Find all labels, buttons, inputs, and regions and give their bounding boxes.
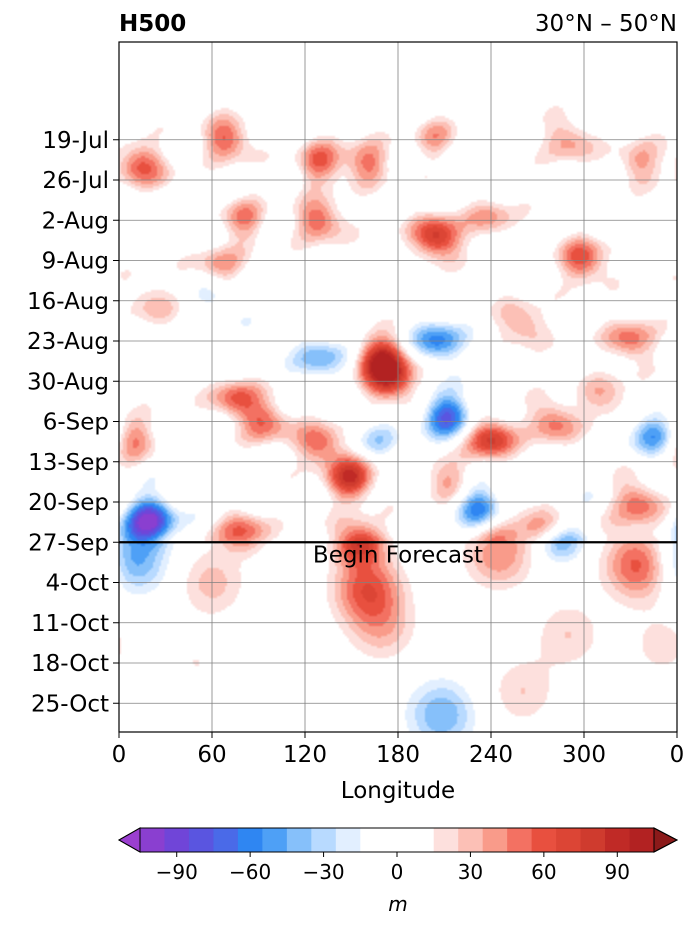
colorbar-swatch: [311, 828, 337, 852]
colorbar-swatch: [433, 828, 459, 852]
chart-subtitle: 30°N – 50°N: [535, 11, 677, 37]
y-tick-label: 11-Oct: [31, 611, 109, 637]
y-tick-label: 4-Oct: [46, 571, 109, 597]
y-tick-label: 2-Aug: [42, 208, 109, 234]
colorbar-tick-label: −30: [302, 860, 344, 884]
colorbar-swatch: [360, 828, 435, 852]
colorbar-tick-label: −60: [229, 860, 271, 884]
colorbar-tick-label: −90: [156, 860, 198, 884]
x-tick-label: 120: [283, 742, 327, 768]
x-axis-label: Longitude: [341, 778, 455, 804]
y-tick-label: 20-Sep: [28, 490, 109, 516]
x-tick-label: 60: [197, 742, 226, 768]
colorbar-swatch: [605, 828, 631, 852]
y-tick-label: 30-Aug: [27, 369, 109, 395]
colorbar-swatch: [482, 828, 508, 852]
y-tick-label: 25-Oct: [31, 691, 109, 717]
colorbar-swatch: [458, 828, 484, 852]
y-tick-label: 9-Aug: [42, 249, 109, 275]
colorbar-swatch: [237, 828, 263, 852]
colorbar-tick-label: 60: [531, 860, 556, 884]
chart-title: H500: [119, 11, 186, 37]
y-tick-label: 26-Jul: [42, 168, 109, 194]
x-axis: 0 60 120 180 240 300 0: [112, 732, 685, 768]
y-tick-label: 6-Sep: [43, 410, 109, 436]
colorbar-swatch: [140, 828, 165, 852]
colorbar-label: m: [388, 892, 407, 916]
colorbar-swatch: [213, 828, 239, 852]
colorbar-tick-label: 0: [391, 860, 404, 884]
grid-lines: [119, 42, 677, 732]
colorbar-swatch: [556, 828, 582, 852]
x-tick-label: 180: [376, 742, 420, 768]
colorbar-extend-high: [653, 827, 679, 853]
plot-area: Begin Forecast: [118, 41, 678, 733]
colorbar-swatch: [188, 828, 214, 852]
colorbar-swatch: [286, 828, 312, 852]
y-tick-label: 16-Aug: [27, 289, 109, 315]
y-tick-label: 23-Aug: [27, 329, 109, 355]
y-tick-label: 13-Sep: [28, 450, 109, 476]
colorbar-swatch: [629, 828, 655, 852]
colorbar-swatch: [262, 828, 288, 852]
colorbar-swatch: [335, 828, 361, 852]
colorbar-outline: [117, 827, 679, 853]
colorbar-tick-label: 90: [605, 860, 630, 884]
y-axis: 19-Jul 26-Jul 2-Aug 9-Aug 16-Aug 23-Aug 30-Aug…: [27, 128, 119, 717]
x-tick-label: 0: [670, 742, 685, 768]
colorbar-tick-label: 30: [458, 860, 483, 884]
y-tick-label: 27-Sep: [28, 530, 109, 556]
colorbar-swatch: [531, 828, 557, 852]
forecast-label: Begin Forecast: [313, 542, 483, 568]
x-tick-label: 0: [112, 742, 127, 768]
x-tick-label: 240: [469, 742, 513, 768]
colorbar-swatch: [164, 828, 190, 852]
y-tick-label: 18-Oct: [31, 651, 109, 677]
forecast-marker: Begin Forecast: [119, 541, 677, 568]
colorbar-swatch: [580, 828, 606, 852]
colorbar: −90 −60 −30 0 30 60 90: [117, 827, 679, 884]
x-tick-label: 300: [562, 742, 606, 768]
colorbar-extend-low: [117, 827, 141, 853]
colorbar-swatch: [507, 828, 533, 852]
y-tick-label: 19-Jul: [42, 128, 109, 154]
